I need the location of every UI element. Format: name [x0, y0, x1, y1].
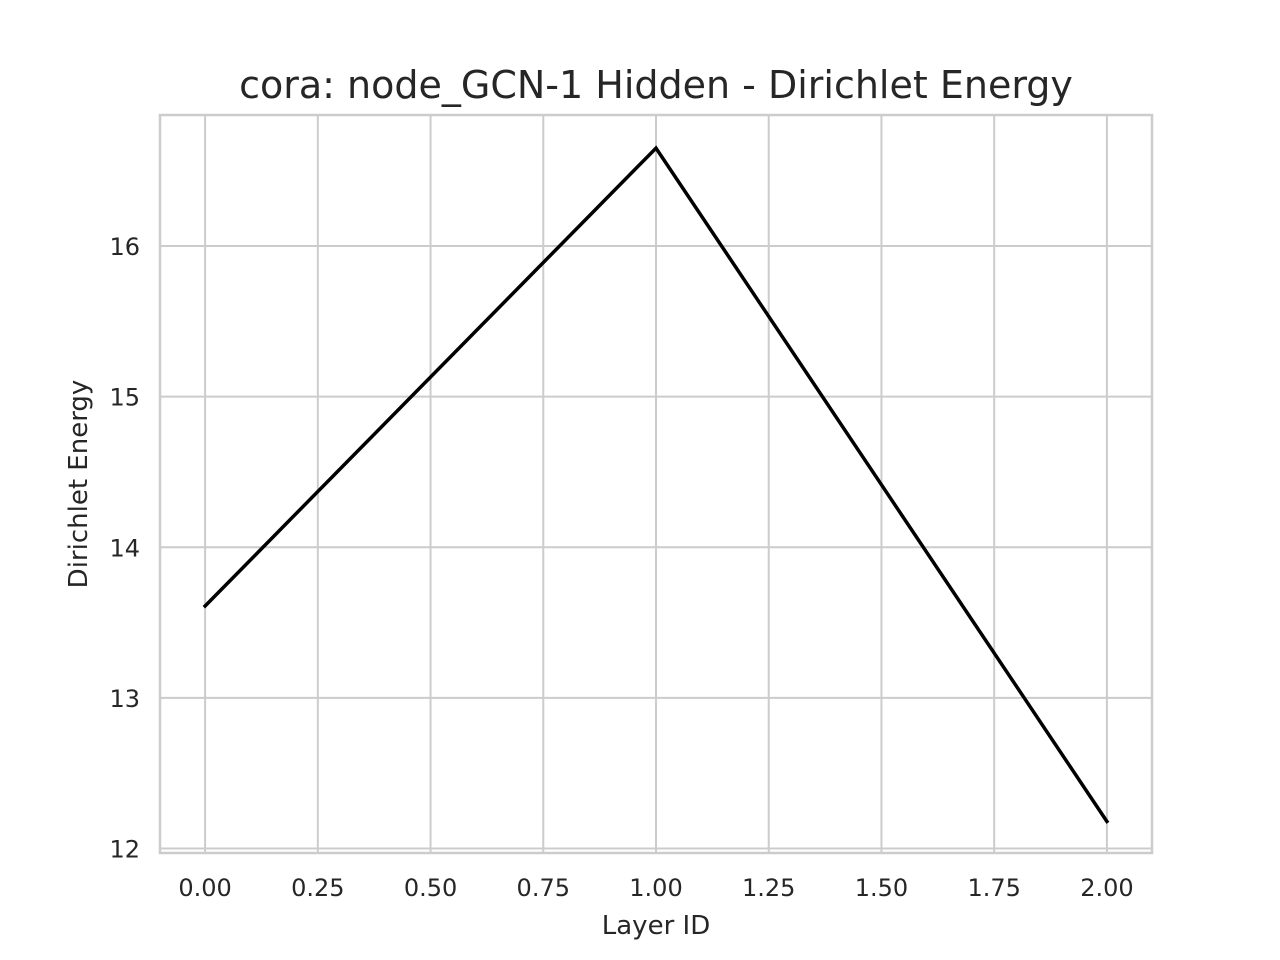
x-axis-ticks: 0.00 0.25 0.50 0.75 1.00 1.25 1.50 1.75 2.00 — [178, 874, 1133, 902]
x-tick-label: 1.25 — [742, 874, 795, 902]
x-axis-label: Layer ID — [602, 911, 710, 941]
y-axis-label: Dirichlet Energy — [64, 380, 94, 589]
x-tick-label: 0.75 — [517, 874, 570, 902]
y-tick-label: 12 — [109, 835, 140, 863]
grid — [160, 115, 1152, 853]
x-tick-label: 0.50 — [404, 874, 457, 902]
y-axis-ticks: 12 13 14 15 16 — [109, 233, 140, 863]
x-tick-label: 1.75 — [967, 874, 1020, 902]
x-tick-label: 0.00 — [178, 874, 231, 902]
x-tick-label: 2.00 — [1080, 874, 1133, 902]
series-layer — [202, 145, 1110, 824]
x-tick-label: 0.25 — [291, 874, 344, 902]
plot-frame — [158, 113, 1154, 855]
y-tick-label: 15 — [109, 384, 140, 412]
y-tick-label: 13 — [109, 685, 140, 713]
chart-title: cora: node_GCN-1 Hidden - Dirichlet Ener… — [239, 63, 1073, 107]
x-tick-label: 1.50 — [855, 874, 908, 902]
y-tick-label: 16 — [109, 233, 140, 261]
x-tick-label: 1.00 — [629, 874, 682, 902]
series-line — [202, 145, 1110, 824]
y-tick-label: 14 — [109, 534, 140, 562]
